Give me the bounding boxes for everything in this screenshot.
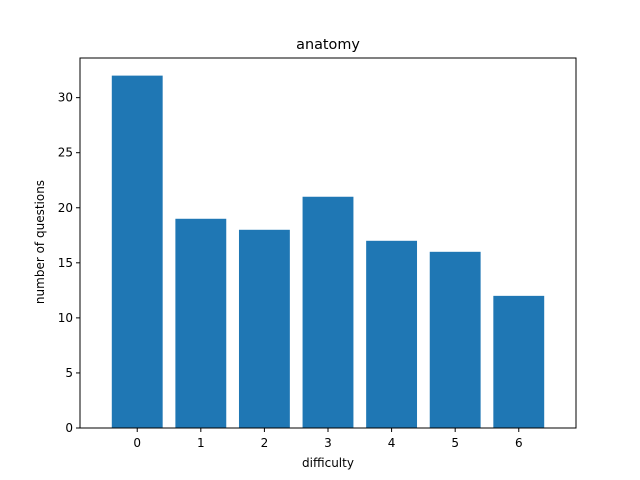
y-axis-ticks: 0 5 10 15 20 25 30 bbox=[58, 91, 80, 435]
bar-6 bbox=[493, 295, 545, 428]
bar-0 bbox=[111, 75, 163, 428]
plot-frame bbox=[79, 57, 577, 429]
y-axis-label: number of questions bbox=[33, 180, 47, 304]
x-axis-label: difficulty bbox=[302, 456, 354, 470]
x-tick-label: 0 bbox=[133, 436, 141, 450]
bar-5 bbox=[429, 251, 481, 428]
y-tick-label: 10 bbox=[58, 311, 73, 325]
chart-title: anatomy bbox=[296, 37, 360, 53]
x-tick-label: 5 bbox=[451, 436, 459, 450]
y-tick-label: 15 bbox=[58, 256, 73, 270]
bar-3 bbox=[302, 196, 354, 428]
y-tick-label: 30 bbox=[58, 91, 73, 105]
x-tick-label: 4 bbox=[388, 436, 396, 450]
x-tick-label: 1 bbox=[197, 436, 205, 450]
x-axis-ticks: 0 1 2 3 4 5 6 bbox=[133, 428, 523, 450]
x-tick-label: 2 bbox=[261, 436, 269, 450]
x-tick-label: 6 bbox=[515, 436, 523, 450]
x-tick-label: 3 bbox=[324, 436, 332, 450]
bar-1 bbox=[175, 218, 227, 428]
y-tick-label: 25 bbox=[58, 146, 73, 160]
bars-group bbox=[111, 75, 545, 428]
y-tick-label: 20 bbox=[58, 201, 73, 215]
y-tick-label: 0 bbox=[65, 421, 73, 435]
bar-4 bbox=[366, 240, 418, 428]
y-tick-label: 5 bbox=[65, 366, 73, 380]
bar-2 bbox=[238, 229, 290, 428]
